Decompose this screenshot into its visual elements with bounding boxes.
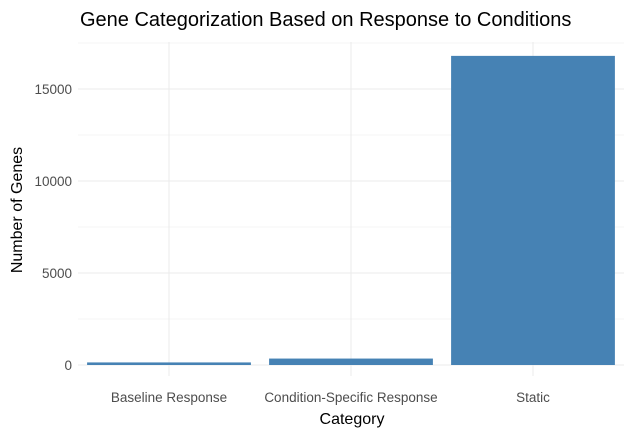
y-tick-label: 10000: [34, 174, 72, 189]
x-axis-ticks: Baseline Response Condition-Specific Resp…: [111, 390, 550, 405]
y-tick-label: 5000: [42, 266, 72, 281]
bars: [87, 55, 615, 365]
x-axis-title: Category: [320, 411, 385, 428]
x-tick-label: Condition-Specific Response: [264, 390, 437, 405]
bar-static: [451, 55, 615, 365]
x-tick-label: Baseline Response: [111, 390, 227, 405]
y-axis-ticks: 0 5000 10000 15000: [34, 82, 72, 373]
bar-baseline-response: [87, 362, 251, 365]
bar-condition-specific-response: [269, 358, 433, 365]
y-tick-label: 15000: [34, 82, 72, 97]
y-tick-label: 0: [64, 358, 72, 373]
y-axis-title: Number of Genes: [9, 147, 26, 273]
chart-title: Gene Categorization Based on Response to…: [80, 9, 571, 31]
x-tick-label: Static: [516, 390, 550, 405]
